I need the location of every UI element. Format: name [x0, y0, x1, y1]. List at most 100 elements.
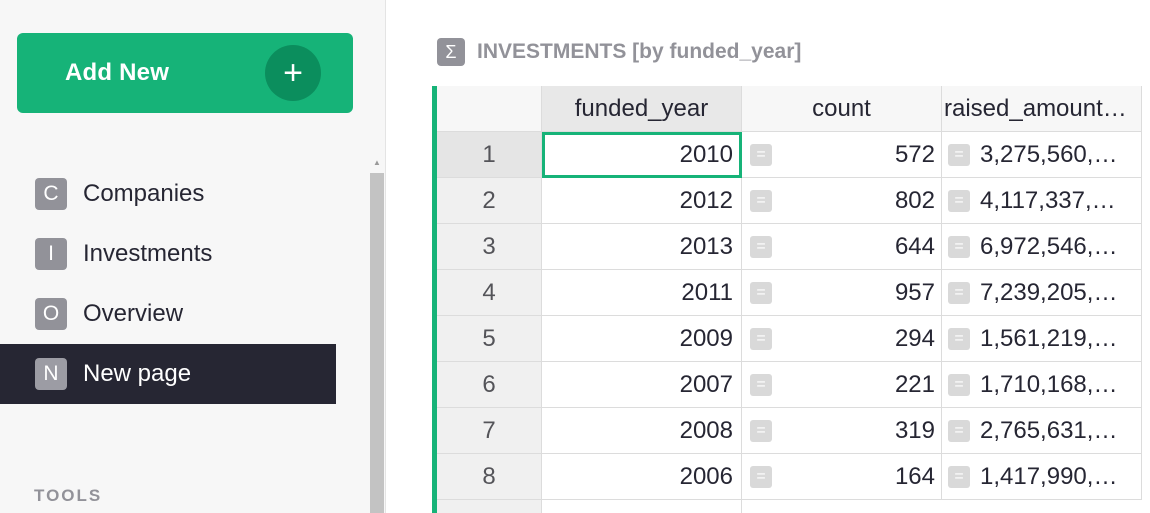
page-initial-icon: I	[35, 238, 67, 270]
row-number-header[interactable]	[437, 86, 542, 132]
table-row: 8 2006 = 164 = 1,417,990,…	[437, 454, 1142, 500]
formula-icon: =	[948, 465, 970, 488]
cell-count[interactable]: = 294	[742, 316, 942, 362]
data-grid: funded_year count raised_amount… 1 2010 = 5…	[437, 86, 1142, 513]
row-number[interactable]: 3	[437, 224, 542, 270]
table-row: 3 2013 = 644 = 6,972,546,…	[437, 224, 1142, 270]
active-section-indicator	[432, 86, 437, 513]
row-number[interactable]: 6	[437, 362, 542, 408]
sidebar-scrollbar[interactable]	[370, 173, 384, 513]
cell-count[interactable]: = 802	[742, 178, 942, 224]
cell-count-value: 957	[894, 278, 935, 306]
tools-heading: TOOLS	[34, 486, 103, 505]
cell-count-value: 221	[894, 370, 935, 398]
cell-funded-year[interactable]: 2011	[542, 270, 742, 316]
formula-icon: =	[750, 328, 772, 350]
cell-raised-amount[interactable]: = 7,239,205,…	[942, 270, 1142, 316]
page-item-overview[interactable]: O Overview	[0, 284, 370, 344]
row-number[interactable]: 5	[437, 316, 542, 362]
formula-icon: =	[948, 143, 970, 166]
page-initial-icon: O	[35, 298, 67, 330]
cell-raised-value: 7,239,205,…	[980, 278, 1118, 306]
cell-count[interactable]: = 319	[742, 408, 942, 454]
table-row: 1 2010 = 572 = 3,275,560,…	[437, 132, 1142, 178]
column-header-count[interactable]: count	[742, 86, 942, 132]
formula-icon: =	[948, 235, 970, 258]
cell-count-value: 644	[894, 232, 935, 260]
row-number[interactable]: 4	[437, 270, 542, 316]
add-row[interactable]	[437, 500, 1142, 513]
cell-raised-value: 1,710,168,…	[980, 370, 1118, 398]
cell-raised-amount[interactable]: = 3,275,560,…	[942, 132, 1142, 178]
page-initial-icon: N	[35, 358, 67, 390]
cell-raised-value: 4,117,337,…	[980, 186, 1116, 214]
cell-funded-year[interactable]: 2006	[542, 454, 742, 500]
add-new-button[interactable]: Add New +	[17, 33, 353, 113]
header-row: funded_year count raised_amount…	[437, 86, 1142, 132]
table-row: 5 2009 = 294 = 1,561,219,…	[437, 316, 1142, 362]
cell-funded-year[interactable]: 2007	[542, 362, 742, 408]
page-list: C Companies I Investments O Overview N N…	[0, 164, 370, 404]
cell-raised-value: 6,972,546,…	[980, 232, 1118, 260]
table-row: 6 2007 = 221 = 1,710,168,…	[437, 362, 1142, 408]
cell-count-value: 294	[894, 324, 935, 352]
cell-count[interactable]: = 572	[742, 132, 942, 178]
scroll-up-arrow-icon[interactable]: ▲	[373, 158, 381, 167]
cell-raised-amount[interactable]: = 1,710,168,…	[942, 362, 1142, 408]
page-item-new-page[interactable]: N New page	[0, 344, 336, 404]
formula-icon: =	[948, 281, 970, 304]
table-row: 2 2012 = 802 = 4,117,337,…	[437, 178, 1142, 224]
cell-raised-value: 1,561,219,…	[980, 324, 1118, 352]
cell-count[interactable]: = 644	[742, 224, 942, 270]
cell-raised-amount[interactable]: = 2,765,631,…	[942, 408, 1142, 454]
cell-raised-amount[interactable]: = 6,972,546,…	[942, 224, 1142, 270]
page-label: Investments	[83, 240, 213, 267]
cell-raised-amount[interactable]: = 1,417,990,…	[942, 454, 1142, 500]
cell-count[interactable]: = 957	[742, 270, 942, 316]
plus-icon: +	[265, 45, 321, 101]
section-title[interactable]: INVESTMENTS [by funded_year]	[477, 40, 802, 63]
row-number[interactable]: 2	[437, 178, 542, 224]
add-row-cell[interactable]	[542, 500, 742, 513]
cell-raised-amount[interactable]: = 4,117,337,…	[942, 178, 1142, 224]
cell-funded-year[interactable]: 2012	[542, 178, 742, 224]
cell-funded-year[interactable]: 2008	[542, 408, 742, 454]
cell-count-value: 572	[894, 140, 935, 168]
cell-raised-amount[interactable]: = 1,561,219,…	[942, 316, 1142, 362]
table-body: 1 2010 = 572 = 3,275,560,… 2 2012 = 802 = 4,117,337…	[437, 132, 1142, 500]
cell-count[interactable]: = 221	[742, 362, 942, 408]
formula-icon: =	[750, 282, 772, 304]
page-item-companies[interactable]: C Companies	[0, 164, 370, 224]
cell-count-value: 802	[894, 186, 935, 214]
formula-icon: =	[750, 236, 772, 258]
cell-funded-year[interactable]: 2009	[542, 316, 742, 362]
add-row-number	[437, 500, 542, 513]
row-number[interactable]: 1	[437, 132, 542, 178]
page-initial-icon: C	[35, 178, 67, 210]
cell-raised-value: 2,765,631,…	[980, 416, 1118, 444]
cell-funded-year[interactable]: 2013	[542, 224, 742, 270]
cell-funded-year[interactable]: 2010	[542, 132, 742, 178]
column-header-funded-year[interactable]: funded_year	[542, 86, 742, 132]
formula-icon: =	[948, 419, 970, 442]
cell-count-value: 319	[894, 416, 935, 444]
page-label: Overview	[83, 300, 184, 327]
cell-raised-value: 1,417,990,…	[980, 462, 1118, 490]
table-row: 4 2011 = 957 = 7,239,205,…	[437, 270, 1142, 316]
table-row: 7 2008 = 319 = 2,765,631,…	[437, 408, 1142, 454]
sigma-icon[interactable]: Σ	[437, 38, 465, 66]
section-header: Σ INVESTMENTS [by funded_year]	[437, 38, 801, 66]
formula-icon: =	[750, 420, 772, 442]
row-number[interactable]: 8	[437, 454, 542, 500]
column-header-raised-amount[interactable]: raised_amount…	[942, 86, 1142, 132]
formula-icon: =	[948, 327, 970, 350]
page-item-investments[interactable]: I Investments	[0, 224, 370, 284]
page-label: Companies	[83, 180, 205, 207]
left-panel: Add New + C Companies I Investments O Ov…	[0, 0, 386, 513]
formula-icon: =	[948, 189, 970, 212]
row-number[interactable]: 7	[437, 408, 542, 454]
cell-count[interactable]: = 164	[742, 454, 942, 500]
cell-count-value: 164	[894, 462, 935, 490]
formula-icon: =	[750, 144, 772, 166]
formula-icon: =	[948, 373, 970, 396]
